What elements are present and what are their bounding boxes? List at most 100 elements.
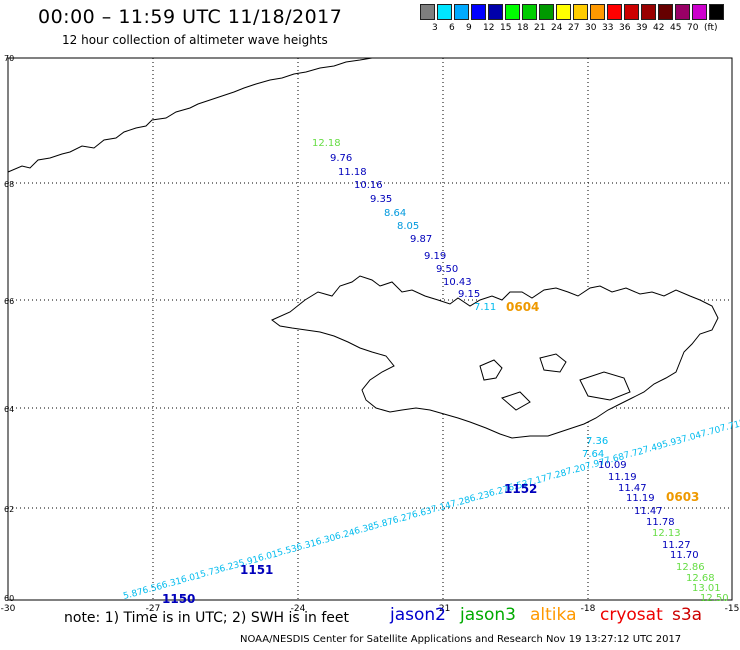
wave-height-label: 5.53 [276,544,298,559]
wave-height-label: 7.14 [430,501,452,516]
wave-height-label: 11.19 [626,493,655,504]
wave-height-label: 7.28 [546,468,568,483]
legend-swatch [573,4,588,20]
legend-swatch [692,4,707,20]
wave-height-label: 11.70 [670,550,699,561]
credit-line: NOAA/NESDIS Center for Satellite Applica… [240,634,682,645]
wave-height-label: 7.71 [719,420,740,435]
wave-height-label: 5.91 [238,555,260,570]
lon-tick-label: -27 [146,604,161,614]
wave-height-label: 5.87 [122,587,144,602]
wave-height-label: 6.23 [469,490,491,505]
greenland-coastline [7,57,373,173]
lat-tick-label: 68 [4,180,14,189]
legend-label: 36 [619,23,631,33]
wave-height-label: 7.64 [582,449,604,460]
legend-label: 45 [670,23,682,33]
wave-height-label: 11.19 [608,472,637,483]
legend-swatch [658,4,673,20]
wave-height-label: 6.01 [180,571,202,586]
wave-height-label: 9.87 [410,234,432,245]
lon-tick-label: -18 [581,604,596,614]
wave-height-label: 8.64 [384,208,406,219]
wave-height-label: 12.13 [652,528,681,539]
satellite-label-jason2: jason2 [390,605,446,625]
wave-height-label: 9.35 [370,194,392,205]
wave-height-label: 5.93 [661,436,683,451]
lat-tick-label: 60 [4,594,14,603]
lon-tick-label: -30 [1,604,16,614]
legend-swatch [709,4,724,20]
lon-tick-label: -15 [725,604,740,614]
legend-swatch [641,4,656,20]
legend-label: 27 [568,23,580,33]
legend-label: 33 [602,23,614,33]
wave-height-label: 6.23 [219,560,241,575]
iceland-outline [271,275,719,439]
wave-height-label: 7.04 [681,431,703,446]
wave-height-label: 6.38 [353,522,375,537]
wave-height-label: 5.73 [199,566,221,581]
legend-label: 42 [653,23,665,33]
legend-label: 9 [466,23,472,33]
wave-height-label: 11.27 [662,540,691,551]
wave-height-label: 7.49 [642,441,664,456]
legend-label: 18 [517,23,529,33]
wave-height-label: 9.76 [330,153,352,164]
wave-height-label: 13.01 [692,583,721,594]
legend-label: 21 [534,23,546,33]
lon-tick-label: -21 [436,604,451,614]
glacier-outline [579,371,631,401]
satellite-label-altika: altika [530,605,577,625]
glacier-outline [501,391,531,411]
wave-height-label: 6.24 [334,528,356,543]
satellite-label-s3a: s3a [672,605,703,625]
legend-swatch [624,4,639,20]
wave-height-label: 6.31 [296,539,318,554]
time-label: 1151 [240,563,273,577]
lat-tick-label: 66 [4,297,14,306]
legend-swatch [590,4,605,20]
legend-label: (ft) [704,23,718,33]
legend-swatch [488,4,503,20]
page-subtitle: 12 hour collection of altimeter wave hei… [62,33,328,47]
legend-label: 15 [500,23,512,33]
wave-height-label: 7.20 [565,463,587,478]
lat-tick-label: 62 [4,505,14,514]
wave-height-label: 7.28 [450,495,472,510]
legend-label: 24 [551,23,563,33]
time-label: 0604 [506,300,539,314]
legend-swatch [539,4,554,20]
legend-label: 70 [687,23,699,33]
time-label: 1152 [504,482,537,496]
wave-height-label: 8.05 [397,221,419,232]
legend-swatch [420,4,435,20]
wave-height-label: 6.56 [142,582,164,597]
wave-height-label: 6.30 [315,533,337,548]
wave-height-label: 11.18 [338,167,367,178]
wave-height-label: 9.19 [424,251,446,262]
legend-label: 6 [449,23,455,33]
wave-height-label: 11.47 [634,506,663,517]
legend-swatch [675,4,690,20]
legend-swatch [437,4,452,20]
lat-tick-label: 70 [4,54,14,63]
time-label: 0603 [666,490,699,504]
lake-outline [479,359,503,381]
time-label: 1150 [162,592,195,606]
satellite-label-jason3: jason3 [460,605,516,625]
legend-label: 3 [432,23,438,33]
wave-height-label: 9.15 [458,289,480,300]
lon-tick-label: -24 [291,604,306,614]
wave-height-label: 7.36 [586,436,608,447]
wave-height-label: 7.11 [474,302,496,313]
page-title: 00:00 – 11:59 UTC 11/18/2017 [38,6,343,28]
legend-label: 30 [585,23,597,33]
glacier-outline [539,353,567,373]
wave-height-label: 12.18 [312,138,341,149]
wave-height-label: 12.50 [700,593,729,604]
wave-height-label: 12.68 [686,573,715,584]
legend-swatch [471,4,486,20]
satellite-label-cryosat: cryosat [600,605,663,625]
